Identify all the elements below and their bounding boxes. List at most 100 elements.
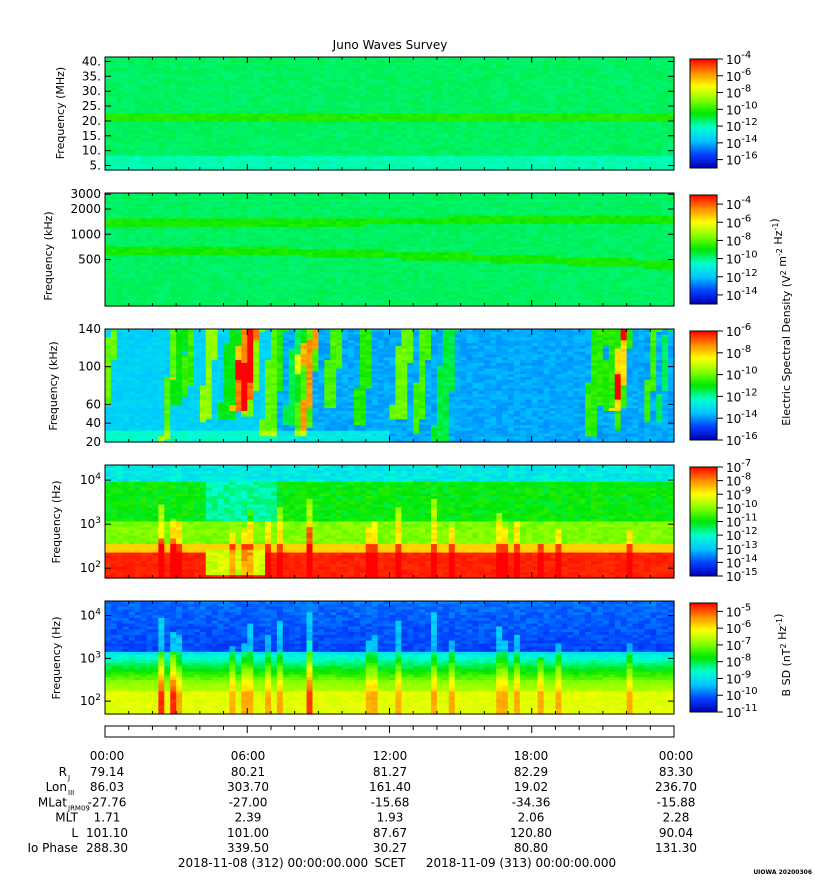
panel-2-colorbar xyxy=(689,194,718,305)
panel-5-colorbar-tick: 10-7 xyxy=(717,636,751,653)
svg-text:5.: 5. xyxy=(90,159,101,173)
panel-3-colorbar-tick: 10-10 xyxy=(717,366,758,383)
panel-3-ytick: 40 xyxy=(86,416,674,430)
panel-5-ylabel: Frequency (Hz) xyxy=(50,617,63,700)
ephemeris-value: 288.30 xyxy=(86,841,128,855)
svg-text:15.: 15. xyxy=(82,129,101,143)
panel-2-colorbar-tick: 10-6 xyxy=(717,213,751,230)
panel-1-colorbar-tick: 10-6 xyxy=(717,67,751,84)
panel-2-x-ticks xyxy=(104,193,675,306)
panel-1-ytick: 25. xyxy=(82,99,674,113)
panel-2-colorbar-tick: 10-8 xyxy=(717,231,751,248)
panel-4-ylabel: Frequency (Hz) xyxy=(50,481,63,564)
svg-text:35.: 35. xyxy=(82,69,101,83)
panel-1-ytick: 30. xyxy=(82,84,674,98)
panel-1-ytick: 15. xyxy=(82,129,674,143)
ephemeris-label: MLat xyxy=(38,795,67,809)
ephemeris-value: 80.21 xyxy=(231,765,265,779)
panel-2-colorbar-tick: 10-4 xyxy=(717,195,751,212)
ephemeris-value: 1.93 xyxy=(377,811,404,825)
panel-3-ytick: 100 xyxy=(78,360,674,374)
time-axis-ticks xyxy=(104,726,675,733)
panel-2-ytick: 500 xyxy=(78,253,674,267)
ephemeris-value: 87.67 xyxy=(373,826,407,840)
ephemeris-value: 86.03 xyxy=(90,780,124,794)
ephemeris-value: 2.06 xyxy=(518,811,545,825)
panel-1-colorbar xyxy=(689,58,718,169)
panel-4-spectrogram xyxy=(105,465,675,579)
footer-start-time: 2018-11-08 (312) 00:00:00.000 xyxy=(178,856,368,870)
panel-5-colorbar xyxy=(689,602,718,713)
panel-5-colorbar-tick: 10-9 xyxy=(717,669,751,686)
ephemeris-row: L 101.10 101.00 87.67 120.80 90.04 xyxy=(71,826,693,840)
ephemeris-value: -15.68 xyxy=(371,795,410,809)
svg-text:20.: 20. xyxy=(82,114,101,128)
svg-text:10-16: 10-16 xyxy=(726,151,758,168)
panel-1-colorbar-tick: 10-14 xyxy=(717,134,758,151)
panel-3-colorbar-tick: 10-12 xyxy=(717,387,758,404)
ephemeris-value: 303.70 xyxy=(227,780,269,794)
panel-3-ytick: 140 xyxy=(78,322,674,336)
ephemeris-row: Io Phase 288.30 339.50 30.27 80.80 131.30 xyxy=(27,841,697,855)
ephemeris-subscript: III xyxy=(68,789,74,797)
time-axis: 00:00 06:00 12:00 18:00 00:00 xyxy=(90,725,694,763)
ephemeris-value: 339.50 xyxy=(227,841,269,855)
panel-3-colorbar-tick: 10-16 xyxy=(717,431,758,448)
ephemeris-row: Lon III 86.03 303.70 161.40 19.02 236.70 xyxy=(46,780,697,797)
panel-1-colorbar-tick: 10-16 xyxy=(717,151,758,168)
ephemeris-value: 120.80 xyxy=(510,826,552,840)
panel-1-ytick: 40. xyxy=(82,54,674,68)
ephemeris-value: 1.71 xyxy=(94,811,121,825)
panel-1-ytick: 35. xyxy=(82,69,674,83)
panel-3-x-ticks xyxy=(104,329,675,442)
panel-3-y-axis: 20 40 60 100 140 xyxy=(78,322,674,449)
panel-3-spectrogram xyxy=(105,329,675,443)
ephemeris-value: -15.88 xyxy=(657,795,696,809)
ephemeris-value: 161.40 xyxy=(369,780,411,794)
svg-text:10-8: 10-8 xyxy=(726,84,751,101)
ephemeris-value: -27.76 xyxy=(88,795,127,809)
ephemeris-row: R J 79.14 80.21 81.27 82.29 83.30 xyxy=(59,765,694,782)
time-tick-label: 06:00 xyxy=(231,749,266,763)
time-tick-label: 00:00 xyxy=(90,749,125,763)
panel-2-colorbar-tick: 10-14 xyxy=(717,286,758,303)
ephemeris-value: -27.00 xyxy=(229,795,268,809)
ephemeris-label: Io Phase xyxy=(27,841,78,855)
panel-3-ylabel: Frequency (kHz) xyxy=(47,341,60,430)
panel-3-colorbar xyxy=(689,330,718,441)
panel-2-ytick: 3000 xyxy=(70,187,674,201)
panel-1-y-axis: 5.10.15.20.25.30.35.40. xyxy=(82,54,674,173)
panel-5-colorbar-tick: 10-11 xyxy=(717,703,758,720)
time-tick-label: 00:00 xyxy=(659,749,694,763)
panel-1-ytick: 10. xyxy=(82,144,674,158)
time-tick-label: 12:00 xyxy=(373,749,408,763)
panel-4-colorbar xyxy=(689,466,718,577)
ephemeris-label: L xyxy=(71,826,78,840)
panel-1-colorbar-tick: 10-8 xyxy=(717,84,751,101)
panel-3-ytick: 20 xyxy=(86,435,674,449)
ephemeris-value: 81.27 xyxy=(373,765,407,779)
footer-scet: SCET xyxy=(375,856,407,870)
panel-2-ylabel: Frequency (kHz) xyxy=(42,211,55,300)
panel-2-ytick: 2000 xyxy=(70,202,674,216)
panel-4-colorbar-tick: 10-15 xyxy=(717,567,758,584)
ephemeris-subscript: JRM09 xyxy=(67,804,90,812)
panel-4-x-ticks xyxy=(104,465,675,578)
ephemeris-value: 30.27 xyxy=(373,841,407,855)
ephemeris-label: Lon xyxy=(46,780,67,794)
ephemeris-value: 80.80 xyxy=(514,841,548,855)
panel-5-colorbar-tick: 10-5 xyxy=(717,602,751,619)
time-tick-label: 18:00 xyxy=(514,749,549,763)
svg-text:10-4: 10-4 xyxy=(726,50,751,67)
ephemeris-row: MLat JRM09-27.76 -27.00 -15.68 -34.36 -15.88 xyxy=(38,795,695,812)
panel-2-colorbar-tick: 10-10 xyxy=(717,250,758,267)
svg-text:10.: 10. xyxy=(82,144,101,158)
panel-1-spectrogram xyxy=(105,57,675,171)
